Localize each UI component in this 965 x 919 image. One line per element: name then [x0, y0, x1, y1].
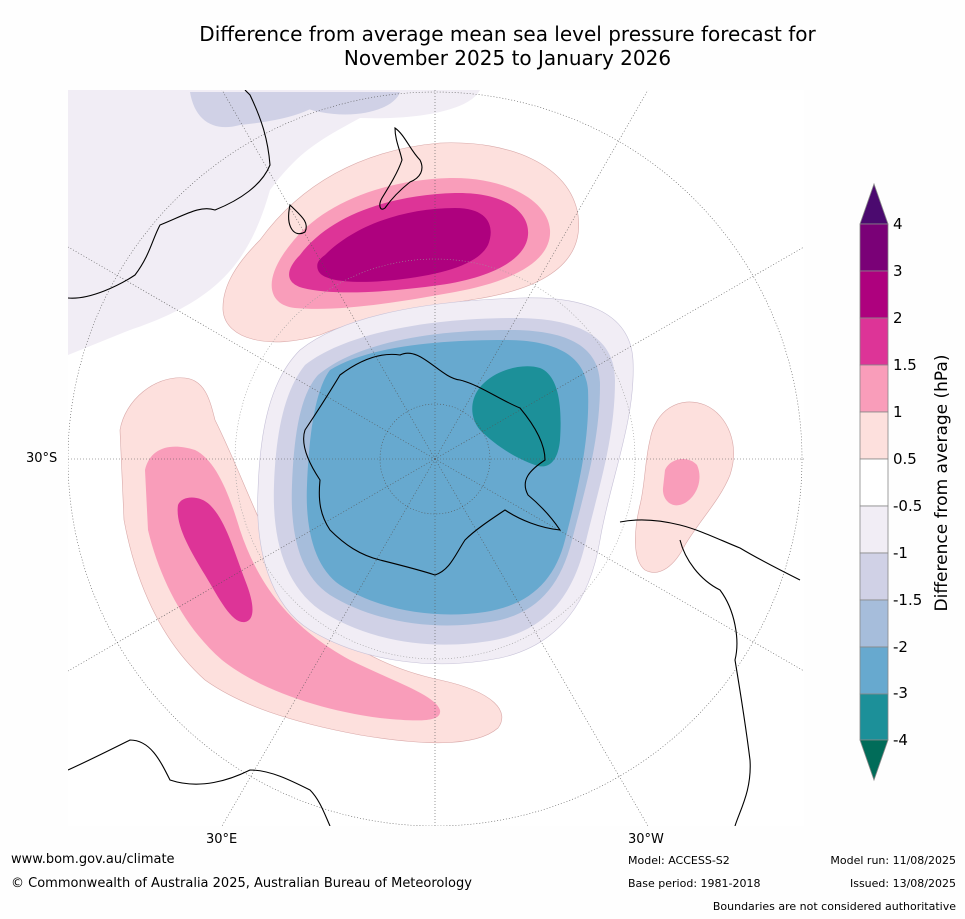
- colorbar-tick-neg-4: -4: [893, 731, 908, 749]
- colorbar-above-4: [859, 182, 889, 225]
- africa-coast: [68, 739, 331, 826]
- tasmania-coast: [288, 203, 307, 235]
- title-line-1: Difference from average mean sea level p…: [199, 22, 816, 46]
- colorbar-neg-2: [859, 646, 889, 695]
- colorbar-1-1_5: [859, 364, 889, 413]
- map-title: Difference from average mean sea level p…: [0, 22, 965, 70]
- coastlines: [68, 90, 801, 826]
- south-america-coast: [619, 519, 801, 826]
- colorbar-tick-1_5: 1.5: [893, 356, 917, 374]
- footer-issued: Issued: 13/08/2025: [849, 877, 956, 890]
- australia-light-anomaly: [68, 90, 480, 355]
- colorbar-tick-0_5: 0.5: [893, 450, 917, 468]
- antarctic-anomaly--3: [472, 366, 561, 467]
- footer-model: Model: ACCESS-S2: [628, 854, 730, 867]
- colorbar-neutral: [859, 458, 889, 507]
- colorbar-tick-neg-2: -2: [893, 638, 908, 656]
- footer-disclaimer: Boundaries are not considered authoritat…: [712, 900, 956, 913]
- nz-anomaly-2: [317, 208, 491, 282]
- colorbar-tick-neg-1_5: -1.5: [893, 591, 923, 609]
- footer-url: www.bom.gov.au/climate: [11, 852, 175, 867]
- colorbar-label: Difference from average (hPa): [932, 354, 952, 612]
- sa-anomaly-1: [662, 458, 700, 506]
- colorbar-tick-neg-1: -1: [893, 544, 908, 562]
- indian-anomaly-1_5: [177, 497, 253, 623]
- australia-lavender-anomaly-2: [285, 92, 400, 115]
- footer-model-run: Model run: 11/08/2025: [830, 854, 956, 867]
- colorbar-tick-2: 2: [893, 309, 903, 327]
- colorbar-tick-neg-3: -3: [893, 684, 908, 702]
- title-line-2: November 2025 to January 2026: [343, 46, 672, 70]
- indian-anomaly-1: [145, 446, 441, 721]
- lat-label-30s: 30°S: [26, 451, 58, 466]
- colorbar-tick-4: 4: [893, 215, 903, 233]
- colorbar-tick-1: 1: [893, 403, 903, 421]
- new-zealand-coast: [379, 126, 423, 210]
- colorbar-neg-1_5: [859, 599, 889, 648]
- colorbar-neg-3: [859, 693, 889, 741]
- colorbar-1_5-2: [859, 317, 889, 366]
- map-area: [68, 90, 804, 826]
- colorbar-neg-1: [859, 552, 889, 601]
- lon-label-30e: 30°E: [206, 832, 238, 847]
- australia-coast: [68, 90, 271, 299]
- colorbar: [859, 182, 889, 782]
- lon-label-30w: 30°W: [628, 832, 664, 847]
- colorbar-0_5-1: [859, 411, 889, 460]
- footer-base-period: Base period: 1981-2018: [628, 877, 761, 890]
- antarctica-coast: [303, 352, 562, 576]
- colorbar-below-4: [859, 739, 889, 782]
- colorbar-2-3: [859, 270, 889, 319]
- colorbar-3-4: [859, 223, 889, 272]
- colorbar-neg-0_5: [859, 505, 889, 554]
- colorbar-tick-3: 3: [893, 262, 903, 280]
- footer-copyright: © Commonwealth of Australia 2025, Austra…: [11, 876, 472, 891]
- colorbar-tick-neg-0_5: -0.5: [893, 497, 923, 515]
- graticule: [68, 90, 804, 826]
